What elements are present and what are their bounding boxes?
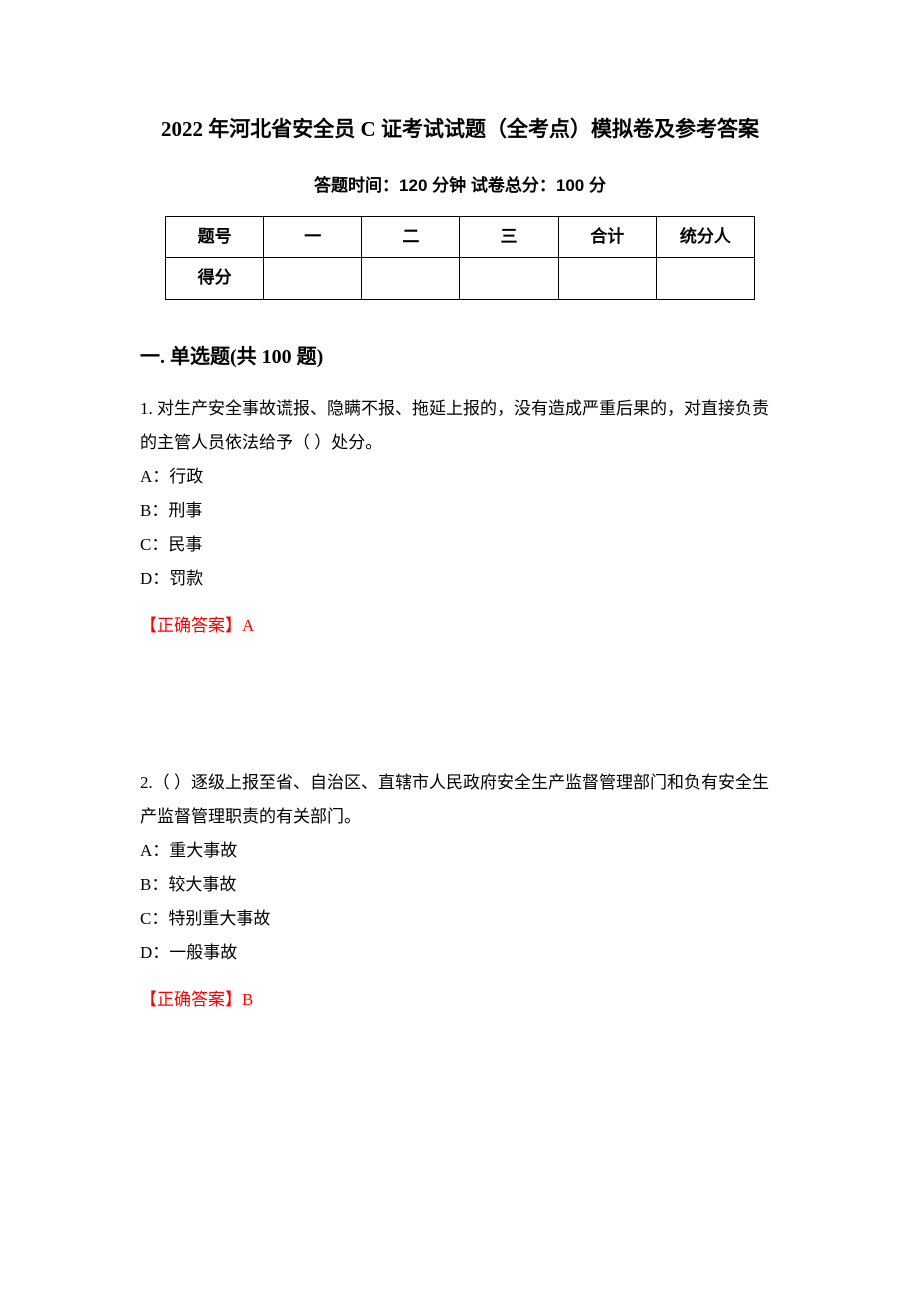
option-d: D：罚款 [140, 562, 780, 596]
time-label: 答题时间： [314, 176, 399, 195]
table-row: 得分 [166, 258, 755, 299]
section-heading: 一. 单选题(共 100 题) [140, 338, 780, 376]
document-subtitle: 答题时间：120 分钟 试卷总分：100 分 [140, 170, 780, 202]
option-a: A：行政 [140, 460, 780, 494]
table-cell [656, 258, 754, 299]
spacer [140, 656, 780, 766]
option-b: B：较大事故 [140, 868, 780, 902]
time-value: 120 分钟 [399, 176, 466, 195]
score-table: 题号 一 二 三 合计 统分人 得分 [165, 216, 755, 300]
option-b: B：刑事 [140, 494, 780, 528]
table-row: 题号 一 二 三 合计 统分人 [166, 217, 755, 258]
question-text: 1. 对生产安全事故谎报、隐瞒不报、拖延上报的，没有造成严重后果的，对直接负责的… [140, 392, 780, 460]
answer-text: 【正确答案】A [140, 610, 780, 642]
option-c: C：特别重大事故 [140, 902, 780, 936]
table-cell [460, 258, 558, 299]
table-cell [558, 258, 656, 299]
table-header-cell: 合计 [558, 217, 656, 258]
table-header-cell: 一 [264, 217, 362, 258]
table-cell: 得分 [166, 258, 264, 299]
option-a: A：重大事故 [140, 834, 780, 868]
table-cell [264, 258, 362, 299]
table-cell [362, 258, 460, 299]
score-value: 100 分 [556, 176, 606, 195]
table-header-cell: 三 [460, 217, 558, 258]
question-text: 2.（ ）逐级上报至省、自治区、直辖市人民政府安全生产监督管理部门和负有安全生产… [140, 766, 780, 834]
document-title: 2022 年河北省安全员 C 证考试试题（全考点）模拟卷及参考答案 [140, 110, 780, 150]
option-d: D：一般事故 [140, 936, 780, 970]
score-label: 试卷总分： [471, 176, 556, 195]
option-c: C：民事 [140, 528, 780, 562]
question-2: 2.（ ）逐级上报至省、自治区、直辖市人民政府安全生产监督管理部门和负有安全生产… [140, 766, 780, 1016]
table-header-cell: 统分人 [656, 217, 754, 258]
answer-text: 【正确答案】B [140, 984, 780, 1016]
question-1: 1. 对生产安全事故谎报、隐瞒不报、拖延上报的，没有造成严重后果的，对直接负责的… [140, 392, 780, 642]
table-header-cell: 题号 [166, 217, 264, 258]
table-header-cell: 二 [362, 217, 460, 258]
